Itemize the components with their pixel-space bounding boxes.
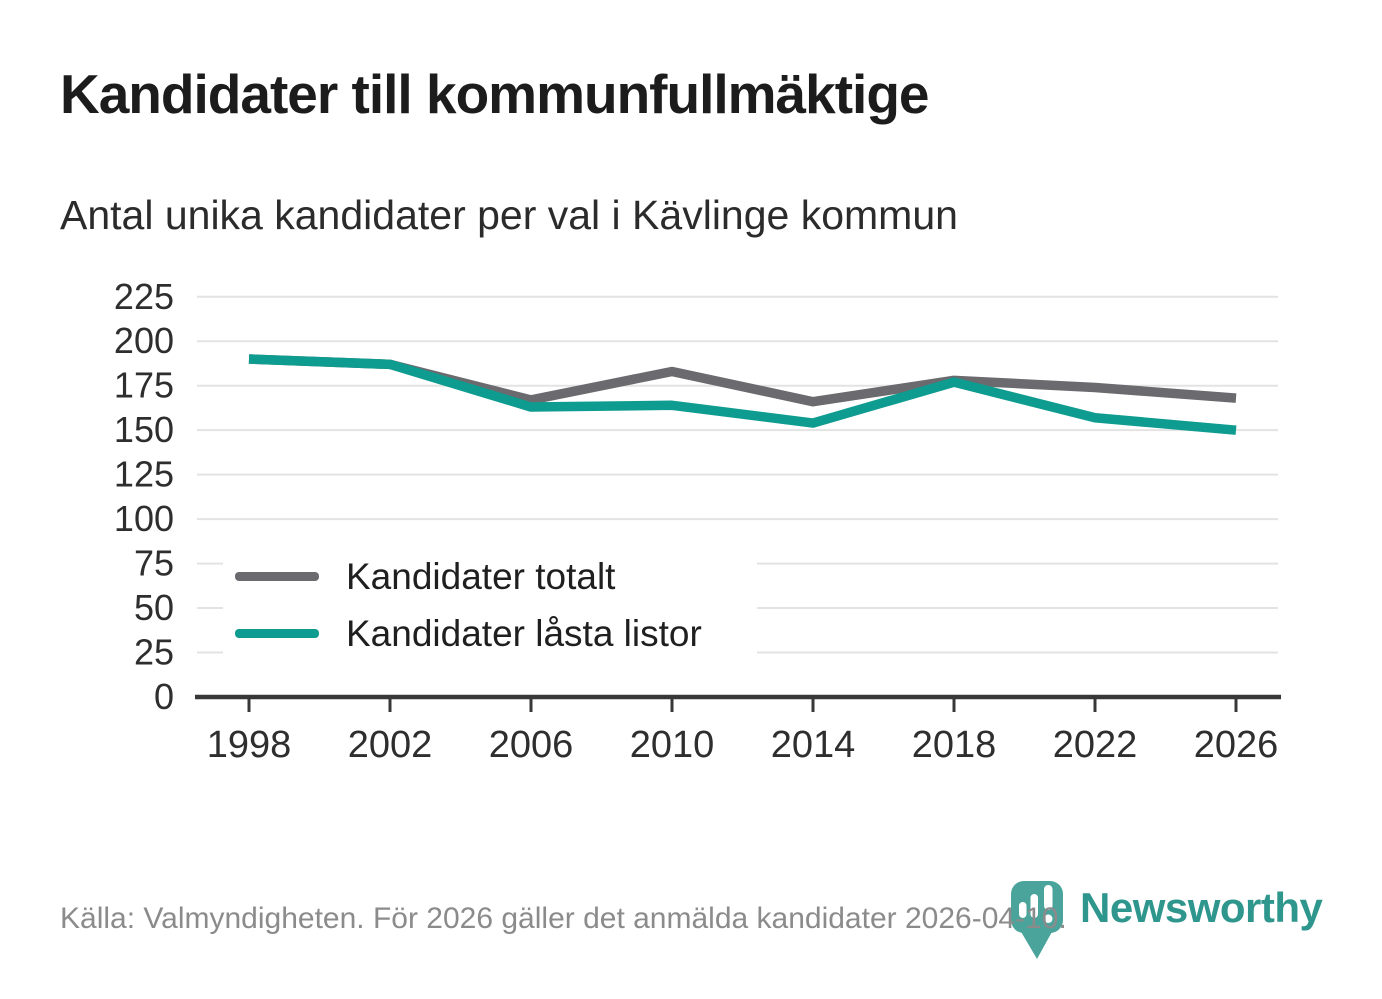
y-tick-label: 175 [114, 365, 174, 406]
chart-subtitle: Antal unika kandidater per val i Kävling… [60, 192, 958, 238]
legend-label-locked: Kandidater låsta listor [346, 612, 702, 654]
y-tick-label: 125 [114, 454, 174, 495]
legend-label-total: Kandidater totalt [346, 555, 616, 597]
legend-item-total: Kandidater totalt [223, 548, 757, 605]
y-tick-label: 25 [134, 632, 174, 673]
x-tick-label: 2002 [348, 724, 433, 766]
x-tick-label: 2010 [630, 724, 715, 766]
page-title: Kandidater till kommunfullmäktige [60, 63, 930, 125]
y-tick-label: 50 [134, 587, 174, 628]
y-tick-label: 150 [114, 409, 174, 450]
y-tick-label: 100 [114, 498, 174, 539]
y-tick-label: 225 [114, 276, 174, 317]
newsworthy-logo: Newsworthy [1010, 881, 1323, 963]
legend: Kandidater totalt Kandidater låsta listo… [223, 548, 757, 662]
y-tick-label: 75 [134, 543, 174, 584]
newsworthy-wordmark: Newsworthy [1080, 884, 1323, 931]
series-line-kandidater-l-sta-listor [248, 354, 1237, 435]
x-tick-label: 2006 [489, 724, 574, 766]
x-tick-label: 1998 [207, 724, 292, 766]
x-tick-label: 2014 [771, 724, 856, 766]
legend-item-locked: Kandidater låsta listor [223, 605, 757, 662]
y-tick-label: 200 [114, 320, 174, 361]
legend-swatch-total-line [235, 572, 319, 581]
x-tick-label: 2018 [912, 724, 997, 766]
y-tick-label: 0 [154, 676, 174, 717]
source-note: Källa: Valmyndigheten. För 2026 gäller d… [60, 902, 1067, 935]
x-tick-label: 2022 [1053, 724, 1138, 766]
legend-swatch-locked-line [235, 629, 319, 638]
x-tick-label: 2026 [1194, 724, 1279, 766]
newsworthy-pin-icon [1011, 881, 1063, 959]
